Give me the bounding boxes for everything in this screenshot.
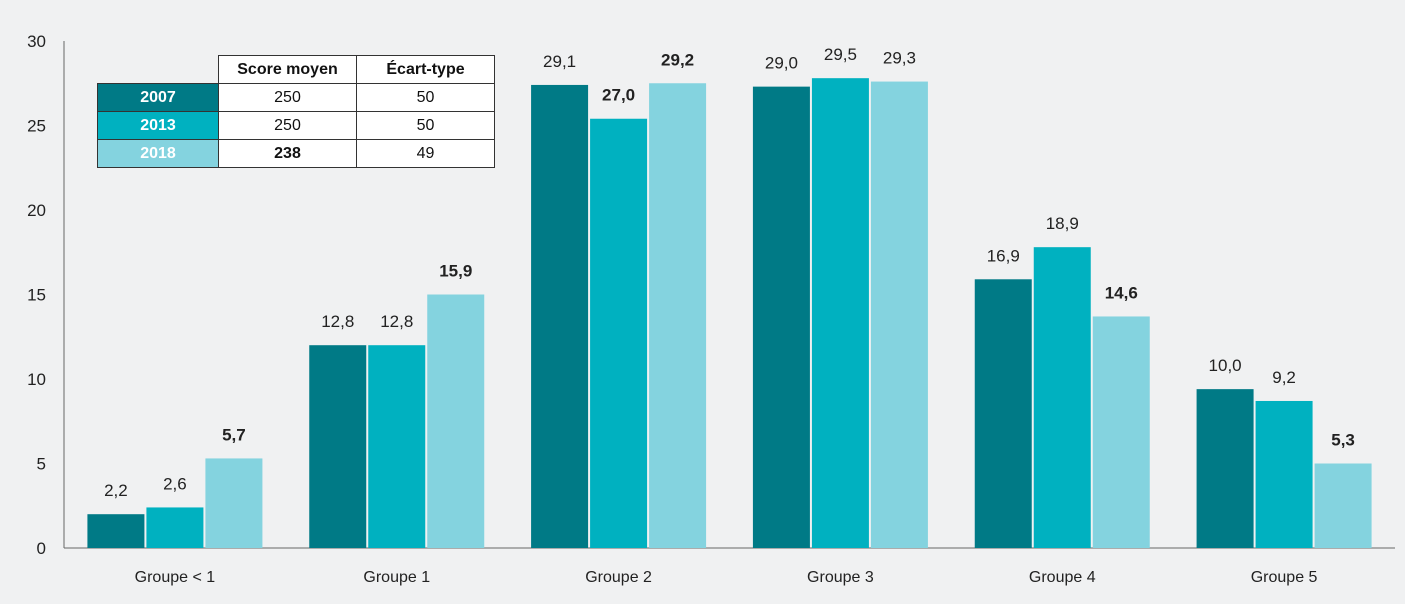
- data-labels: 2,2 2,6 5,7 12,8 12,8 15,9 29,1 27,0 29,2 29,0 29,…: [104, 45, 1355, 500]
- bar-2013: [1033, 247, 1091, 548]
- bar-2007: [531, 84, 589, 548]
- x-category-label: Groupe 4: [1029, 569, 1096, 586]
- data-label: 29,1: [543, 52, 576, 71]
- bar-2018: [205, 458, 263, 548]
- y-tick-label: 25: [27, 117, 46, 136]
- data-label: 27,0: [602, 86, 635, 105]
- bar-2018: [427, 294, 485, 548]
- data-label: 29,3: [883, 49, 916, 68]
- x-category-label: Groupe 2: [585, 569, 652, 586]
- year-cell-2007: 2007: [97, 83, 219, 112]
- y-tick-label: 30: [27, 32, 46, 51]
- table-header-row: Score moyen Écart-type: [98, 55, 495, 84]
- bar-series: [87, 78, 1372, 549]
- sd-cell: 50: [356, 83, 495, 112]
- data-label: 29,2: [661, 50, 694, 69]
- bar-2018: [649, 83, 707, 548]
- data-label: 16,9: [987, 246, 1020, 265]
- y-tick-label: 0: [37, 539, 46, 558]
- data-label: 5,3: [1331, 431, 1355, 450]
- data-label: 15,9: [439, 262, 472, 281]
- data-label: 14,6: [1105, 283, 1138, 302]
- header-score-moyen: Score moyen: [218, 55, 357, 84]
- bar-2007: [309, 345, 367, 548]
- bar-2007: [752, 86, 810, 548]
- data-label: 2,2: [104, 481, 128, 500]
- inset-summary-table: Score moyen Écart-type 2007 250 50 2013 …: [97, 55, 495, 168]
- table-corner-cell: [98, 56, 219, 84]
- y-axis-ticks: 0 5 10 15 20 25 30: [27, 32, 46, 558]
- sd-cell: 50: [356, 111, 495, 140]
- data-label: 12,8: [321, 312, 354, 331]
- bar-2013: [590, 118, 648, 549]
- bar-2018: [870, 81, 928, 548]
- category-labels: Groupe < 1 Groupe 1 Groupe 2 Groupe 3 Groupe…: [135, 569, 1318, 586]
- bar-2007: [1196, 389, 1254, 548]
- data-label: 2,6: [163, 474, 187, 493]
- bar-2018: [1092, 316, 1150, 548]
- data-label: 10,0: [1209, 356, 1242, 375]
- data-label: 18,9: [1046, 214, 1079, 233]
- year-cell-2013: 2013: [97, 111, 219, 140]
- score-cell: 250: [218, 83, 357, 112]
- x-category-label: Groupe 3: [807, 569, 874, 586]
- table-row: 2018 238 49: [97, 139, 495, 168]
- bar-2013: [146, 507, 204, 548]
- x-category-label: Groupe 5: [1251, 569, 1318, 586]
- bar-2013: [368, 345, 426, 548]
- bar-2007: [974, 279, 1032, 548]
- y-tick-label: 5: [37, 455, 46, 474]
- y-tick-label: 10: [27, 370, 46, 389]
- x-category-label: Groupe < 1: [135, 569, 216, 586]
- data-label: 5,7: [222, 425, 246, 444]
- sd-cell: 49: [356, 139, 495, 168]
- data-label: 29,5: [824, 45, 857, 64]
- y-tick-label: 15: [27, 286, 46, 305]
- data-label: 12,8: [380, 312, 413, 331]
- score-cell: 250: [218, 111, 357, 140]
- bar-2013: [811, 78, 869, 549]
- data-label: 9,2: [1272, 368, 1296, 387]
- bar-2018: [1314, 463, 1372, 548]
- table-row: 2007 250 50: [97, 83, 495, 112]
- score-cell: 238: [218, 139, 357, 168]
- table-row: 2013 250 50: [97, 111, 495, 140]
- y-tick-label: 20: [27, 201, 46, 220]
- header-ecart-type: Écart-type: [356, 55, 495, 84]
- x-category-label: Groupe 1: [363, 569, 430, 586]
- bar-2013: [1255, 400, 1313, 548]
- bar-2007: [87, 514, 145, 548]
- data-label: 29,0: [765, 54, 798, 73]
- year-cell-2018: 2018: [97, 139, 219, 168]
